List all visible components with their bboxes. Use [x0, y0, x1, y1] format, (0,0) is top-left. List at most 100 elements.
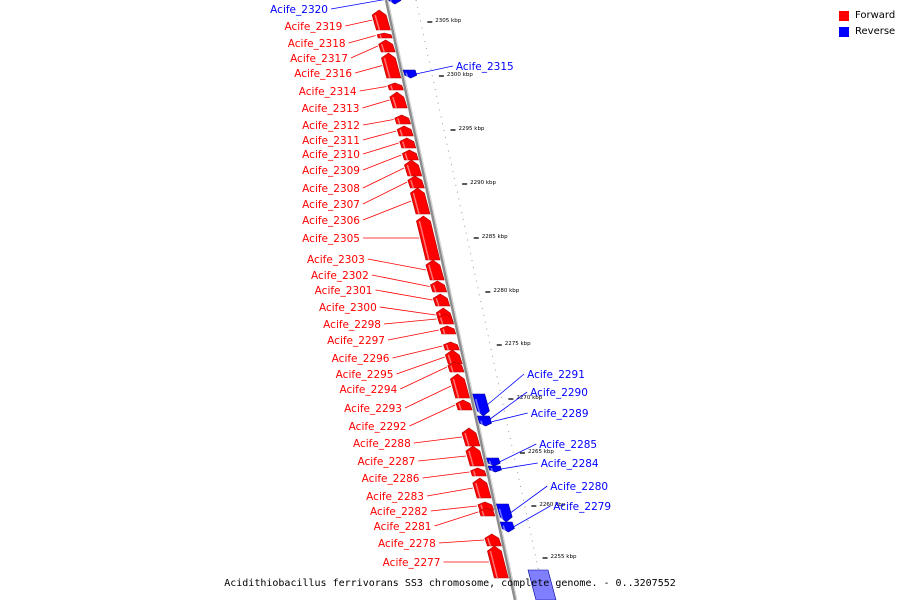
gene-label[interactable]: Acife_2310 — [302, 149, 360, 161]
label-connector — [350, 45, 379, 59]
gene-highlight — [418, 220, 430, 261]
label-connector — [354, 65, 383, 74]
gene-label[interactable]: Acife_2309 — [302, 165, 360, 177]
gene-feature — [394, 114, 412, 125]
gene-label[interactable]: Acife_2289 — [531, 408, 589, 420]
gene-label[interactable]: Acife_2308 — [302, 183, 360, 195]
label-connector — [489, 391, 528, 420]
gene-highlight — [452, 378, 460, 399]
gene-feature — [455, 399, 473, 411]
gene-feature — [388, 0, 402, 5]
gene-highlight — [383, 57, 391, 79]
gene-feature — [376, 32, 393, 39]
tick-label: 2295 kbp — [459, 126, 485, 132]
gene-feature — [402, 69, 418, 79]
gene-feature — [470, 467, 487, 477]
label-connector — [362, 142, 399, 155]
gene-label[interactable]: Acife_2302 — [311, 270, 369, 282]
gene-feature — [486, 457, 501, 467]
gene-feature — [416, 215, 441, 261]
gene-label[interactable]: Acife_2306 — [302, 215, 360, 227]
gene-label[interactable]: Acife_2305 — [302, 233, 360, 245]
gene-highlight — [435, 297, 440, 307]
gene-label[interactable]: Acife_2300 — [319, 302, 377, 314]
gene-label[interactable]: Acife_2315 — [456, 61, 514, 73]
gene-feature — [387, 82, 404, 91]
gene-label[interactable]: Acife_2297 — [327, 335, 385, 347]
gene-label[interactable]: Acife_2277 — [383, 557, 441, 569]
gene-feature — [396, 125, 414, 137]
gene-feature — [389, 91, 408, 109]
gene-label[interactable]: Acife_2320 — [270, 4, 328, 16]
gene-label[interactable]: Acife_2301 — [315, 285, 373, 297]
gene-feature — [472, 477, 492, 499]
gene-highlight — [428, 264, 434, 281]
gene-label[interactable]: Acife_2319 — [284, 21, 342, 33]
gene-label[interactable]: Acife_2298 — [323, 319, 381, 331]
label-connector — [510, 485, 548, 514]
gene-label[interactable]: Acife_2303 — [307, 254, 365, 266]
gene-highlight — [380, 43, 385, 53]
gene-label[interactable]: Acife_2313 — [302, 103, 360, 115]
label-connector — [490, 412, 528, 423]
gene-feature — [407, 175, 425, 189]
gene-label[interactable]: Acife_2296 — [332, 353, 390, 365]
strand-legend: Forward Reverse — [839, 8, 895, 40]
gene-feature — [495, 503, 513, 523]
gene-label[interactable]: Acife_2279 — [553, 501, 611, 513]
gene-label[interactable]: Acife_2307 — [302, 199, 360, 211]
gene-label[interactable]: Acife_2286 — [362, 473, 420, 485]
gene-label[interactable]: Acife_2290 — [530, 387, 588, 399]
gene-label[interactable]: Acife_2288 — [353, 438, 411, 450]
gene-highlight — [481, 510, 485, 517]
legend-reverse-label: Reverse — [855, 26, 896, 37]
gene-label[interactable]: Acife_2316 — [294, 68, 352, 80]
label-connector — [396, 356, 445, 375]
gene-label[interactable]: Acife_2317 — [290, 53, 348, 65]
gene-feature — [478, 507, 496, 517]
label-connector — [330, 0, 385, 10]
label-connector — [513, 505, 551, 528]
gene-highlight — [490, 467, 494, 473]
gene-label[interactable]: Acife_2314 — [299, 86, 357, 98]
tick-label: 2270 kbp — [516, 395, 542, 401]
gene-highlight — [374, 14, 381, 31]
label-connector — [345, 19, 373, 27]
gene-highlight — [406, 164, 412, 177]
label-connector — [375, 289, 433, 301]
gene-feature — [437, 313, 455, 325]
gene-label[interactable]: Acife_2287 — [357, 456, 415, 468]
label-connector — [362, 154, 402, 171]
gene-highlight — [390, 85, 394, 91]
gene-label[interactable]: Acife_2312 — [302, 120, 360, 132]
label-connector — [362, 130, 397, 141]
gene-highlight — [458, 403, 462, 411]
gene-label[interactable]: Acife_2278 — [378, 538, 436, 550]
label-connector — [362, 181, 408, 205]
gene-label[interactable]: Acife_2294 — [339, 384, 397, 396]
gene-label[interactable]: Acife_2293 — [344, 403, 402, 415]
gene-label[interactable]: Acife_2280 — [550, 481, 608, 493]
label-connector — [486, 373, 525, 406]
gene-label[interactable]: Acife_2291 — [527, 369, 585, 381]
gene-label[interactable]: Acife_2283 — [366, 491, 424, 503]
gene-label[interactable]: Acife_2282 — [370, 506, 428, 518]
chromosome-backbone — [384, 0, 546, 600]
tick-label: 2255 kbp — [551, 554, 577, 560]
gene-label[interactable]: Acife_2285 — [539, 439, 597, 451]
gene-feature — [432, 293, 451, 307]
label-connector — [359, 86, 387, 92]
gene-label[interactable]: Acife_2295 — [336, 369, 394, 381]
gene-feature — [378, 39, 396, 53]
gene-label[interactable]: Acife_2318 — [288, 38, 346, 50]
legend-item-reverse: Reverse — [839, 24, 895, 39]
gene-feature — [487, 465, 502, 473]
tick-label: 2280 kbp — [493, 288, 519, 294]
gene-highlight — [464, 432, 470, 447]
gene-highlight — [488, 460, 492, 467]
gene-feature — [425, 259, 445, 281]
gene-label[interactable]: Acife_2292 — [349, 421, 407, 433]
gene-label[interactable]: Acife_2284 — [541, 458, 599, 470]
gene-label[interactable]: Acife_2311 — [302, 135, 360, 147]
gene-label[interactable]: Acife_2281 — [374, 521, 432, 533]
